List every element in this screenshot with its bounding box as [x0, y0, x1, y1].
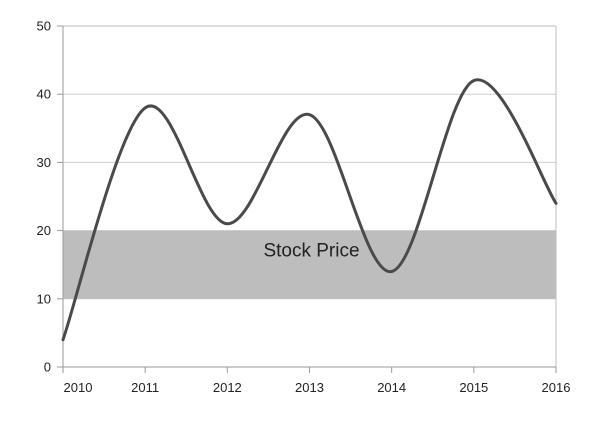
x-tick-label: 2011: [131, 380, 159, 395]
x-tick-label: 2010: [64, 380, 93, 395]
y-tick-label: 50: [37, 19, 51, 34]
y-tick-label: 0: [44, 360, 51, 375]
x-tick-label: 2013: [295, 380, 324, 395]
x-tick-label: 2014: [377, 380, 406, 395]
y-tick-label: 40: [37, 87, 51, 102]
x-tick-label: 2016: [542, 380, 571, 395]
x-tick-label: 2012: [213, 380, 242, 395]
label-layer: Stock Price 0 10 20 30 40 50 2010 2011 2012 2013 20…: [37, 19, 571, 396]
y-tick-label: 20: [37, 223, 51, 238]
y-tick-label: 30: [37, 155, 51, 170]
x-tick-label: 2015: [459, 380, 488, 395]
series-line: [61, 78, 558, 342]
y-tick-label: 10: [37, 291, 51, 306]
series-layer: [61, 78, 558, 342]
strip-band: [63, 230, 556, 299]
axis-layer: [57, 25, 557, 373]
strip-band-layer: [63, 230, 556, 299]
strip-band-label: Stock Price: [263, 241, 359, 262]
